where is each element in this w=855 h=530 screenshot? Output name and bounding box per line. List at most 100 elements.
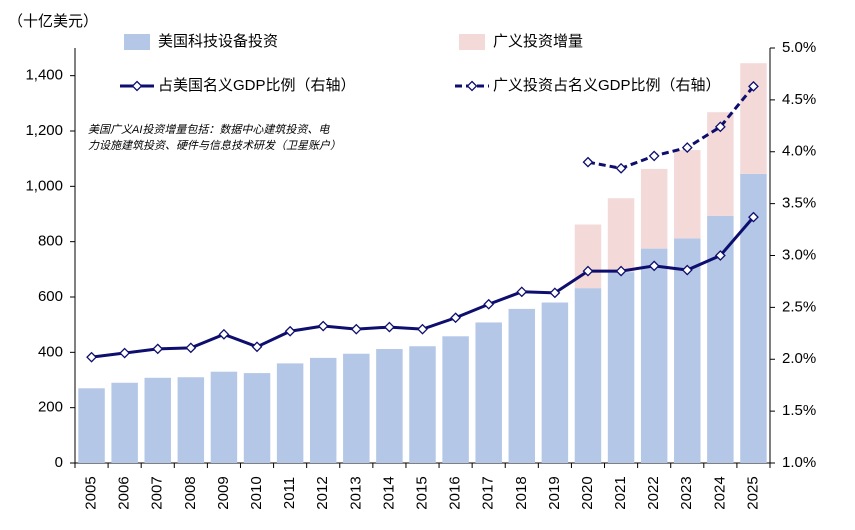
x-tick-label: 2014 [380, 476, 397, 509]
x-tick-label: 2010 [248, 476, 265, 509]
bar [78, 388, 105, 463]
line-marker [748, 211, 759, 223]
bar [111, 382, 138, 463]
bar [508, 308, 536, 463]
x-tick-label: 2025 [744, 476, 761, 509]
x-tick-label: 2018 [513, 476, 530, 509]
x-tick-label: 2011 [281, 477, 298, 509]
legend-swatch [459, 34, 485, 50]
bar [674, 238, 701, 463]
y-tick-label: 800 [38, 233, 63, 250]
x-tick-label: 2009 [215, 476, 232, 509]
y-tick-label: 1,400 [25, 67, 63, 84]
line-marker [185, 342, 197, 354]
x-tick-label: 2008 [182, 476, 199, 509]
line-marker [450, 312, 462, 324]
x-tick-label: 2021 [612, 476, 629, 509]
legend-label: 占美国名义GDP比例（右轴） [158, 77, 356, 94]
bar [541, 302, 569, 463]
line-marker [681, 264, 693, 276]
line-marker [681, 142, 693, 154]
y2-tick-label: 1.0% [782, 454, 816, 471]
bar [640, 168, 668, 249]
x-tick-label: 2015 [413, 476, 430, 509]
line-marker [152, 343, 164, 355]
line-marker [251, 341, 263, 353]
x-tick-label: 2024 [711, 476, 728, 509]
y2-tick-label: 1.5% [782, 402, 816, 419]
y-tick-label: 400 [38, 343, 63, 360]
bar [674, 150, 701, 239]
line-marker [119, 347, 131, 359]
bar [343, 353, 370, 463]
bar [276, 363, 304, 463]
line-marker [284, 325, 296, 337]
bar [409, 346, 436, 463]
x-tick-label: 2013 [347, 476, 364, 509]
y2-tick-label: 5.0% [782, 39, 816, 56]
y-axis-label: （十亿美元） [8, 13, 98, 30]
y2-tick-label: 3.0% [782, 246, 816, 263]
y-tick-label: 1,000 [25, 177, 63, 194]
line-marker [648, 150, 660, 162]
line-marker [218, 328, 230, 340]
y-tick-label: 1,200 [25, 122, 63, 139]
line-marker [86, 351, 97, 363]
annotation: 力设施建筑投资、硬件与信息技术研发（卫星账户） [88, 139, 341, 152]
x-tick-label: 2020 [579, 476, 596, 509]
bar [475, 322, 502, 463]
bar [210, 371, 238, 463]
y-tick-label: 600 [38, 288, 63, 305]
legend-marker [466, 80, 478, 92]
line-marker [350, 323, 362, 335]
line-marker [417, 323, 428, 335]
bar [177, 377, 205, 463]
bar [376, 349, 403, 463]
bar [607, 198, 635, 273]
y2-tick-label: 4.5% [782, 91, 816, 108]
bar [309, 357, 337, 463]
line-marker [714, 121, 726, 133]
y2-tick-label: 2.0% [782, 350, 816, 367]
bar [640, 248, 668, 463]
y-tick-label: 0 [55, 454, 63, 471]
x-tick-label: 2022 [645, 476, 662, 509]
line [587, 85, 755, 170]
x-tick-label: 2017 [480, 476, 497, 509]
line-marker [615, 265, 627, 277]
line-marker [648, 260, 660, 272]
bar [243, 373, 271, 463]
line-marker [748, 80, 759, 92]
legend-label: 广义投资占名义GDP比例（右轴） [493, 77, 721, 94]
bar [144, 377, 171, 463]
legend-label: 美国科技设备投资 [158, 33, 278, 50]
y2-tick-label: 4.0% [782, 143, 816, 160]
x-tick-label: 2006 [116, 476, 133, 509]
annotation: 美国广义AI投资增量包括：数据中心建筑投资、电 [88, 123, 330, 136]
legend-label: 广义投资增量 [493, 33, 583, 50]
legend-marker [131, 80, 143, 92]
y-tick-label: 200 [38, 399, 63, 416]
line-marker [714, 250, 726, 261]
line-marker [549, 287, 561, 299]
line-marker [615, 162, 627, 174]
line-marker [483, 298, 495, 310]
line-marker [317, 320, 329, 332]
x-tick-label: 2019 [546, 476, 563, 509]
y2-tick-label: 3.5% [782, 195, 816, 212]
line-marker [383, 321, 395, 333]
y2-tick-label: 2.5% [782, 298, 816, 315]
bar [442, 336, 469, 463]
legend-swatch [124, 34, 150, 50]
bar [574, 288, 602, 463]
line-marker [582, 265, 594, 277]
bar [740, 63, 767, 174]
line-marker [516, 286, 528, 298]
x-tick-label: 2005 [83, 476, 100, 509]
x-tick-label: 2007 [149, 476, 166, 509]
x-tick-label: 2012 [314, 476, 331, 509]
x-tick-label: 2023 [678, 476, 695, 509]
line-marker [582, 156, 594, 168]
x-tick-label: 2016 [447, 476, 464, 509]
